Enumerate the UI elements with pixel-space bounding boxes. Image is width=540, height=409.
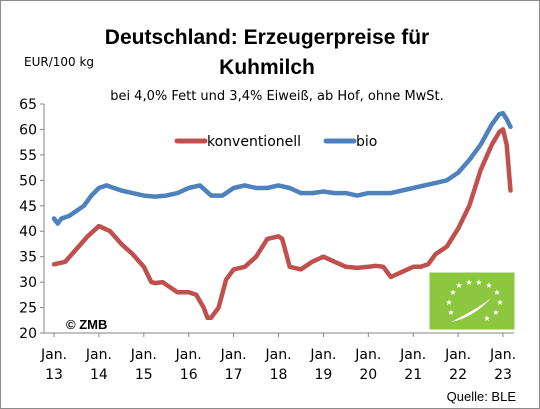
x-tick-year-label: 20 [359, 367, 377, 383]
series-lines [51, 110, 513, 320]
eu-organic-logo-star: ★ [493, 288, 500, 297]
series-line-konventionell [51, 127, 513, 320]
x-tick-year-label: 14 [90, 367, 108, 383]
eu-organic-logo-star: ★ [483, 314, 490, 323]
x-tick-month-label: Jan. [444, 347, 471, 363]
series-line-bio [51, 110, 513, 226]
x-tick-year-label: 23 [494, 367, 512, 383]
eu-organic-logo-star: ★ [455, 281, 462, 290]
x-tick-year-label: 18 [270, 367, 288, 383]
eu-organic-logo-star: ★ [449, 288, 456, 297]
eu-organic-logo-star: ★ [465, 278, 472, 287]
x-tick-year-label: 21 [404, 367, 422, 383]
eu-organic-logo-stars: ★ ★ ★ ★★★★★★★★ [445, 278, 503, 323]
eu-organic-logo-star: ★ [475, 278, 482, 287]
x-tick-month-label: Jan. [130, 347, 157, 363]
y-tick-label: 60 [19, 122, 37, 138]
legend: konventionell bio [174, 134, 377, 150]
copyright-label: © ZMB [66, 317, 107, 332]
eu-organic-logo-star: ★ [485, 281, 492, 290]
eu-organic-logo-star: ★ [496, 298, 503, 307]
x-tick-year-label: 17 [225, 367, 243, 383]
x-tick-month-label: Jan. [354, 347, 381, 363]
x-tick-year-label: 13 [45, 367, 63, 383]
x-tick-month-label: Jan. [40, 347, 67, 363]
legend-label-konventionell: konventionell [207, 134, 301, 150]
y-tick-label: 40 [19, 224, 37, 240]
chart-title-line1: Deutschland: Erzeugerpreise für [105, 26, 429, 49]
eu-organic-logo: ★ ★ ★ ★★★★★★★★ [428, 271, 516, 331]
eu-organic-logo-star: ★ [447, 308, 454, 317]
x-tick-month-label: Jan. [399, 347, 426, 363]
source-label: Quelle: BLE [447, 389, 517, 404]
chart-subtitle: bei 4,0% Fett und 3,4% Eiweiß, ab Hof, o… [110, 89, 444, 104]
x-tick-month-label: Jan. [489, 347, 516, 363]
y-tick-label: 50 [19, 173, 37, 189]
x-tick-month-label: Jan. [309, 347, 336, 363]
x-tick-month-label: Jan. [264, 347, 291, 363]
x-tick-month-label: Jan. [85, 347, 112, 363]
y-tick-label: 35 [19, 250, 37, 266]
eu-organic-logo-background [428, 271, 516, 331]
x-tick-year-label: 15 [135, 367, 153, 383]
y-axis-label: EUR/100 kg [24, 55, 94, 69]
eu-organic-logo-star: ★ [445, 298, 452, 307]
x-tick-year-label: 22 [449, 367, 467, 383]
x-tick-year-label: 16 [180, 367, 198, 383]
y-tick-label: 45 [19, 199, 37, 215]
x-tick-month-label: Jan. [220, 347, 247, 363]
y-axis-ticks: 20 25 30 35 40 45 50 55 60 65 [19, 97, 44, 342]
x-tick-month-label: Jan. [175, 347, 202, 363]
y-tick-label: 55 [19, 148, 37, 164]
y-tick-label: 25 [19, 301, 37, 317]
x-tick-year-label: 19 [314, 367, 332, 383]
eu-organic-logo-star: ★ [492, 308, 499, 317]
y-tick-label: 20 [19, 326, 37, 342]
y-tick-label: 30 [19, 275, 37, 291]
legend-label-bio: bio [356, 134, 377, 150]
chart-title-line2: Kuhmilch [219, 56, 315, 79]
y-tick-label: 65 [19, 97, 37, 113]
x-axis-ticks: Jan. 13 Jan. 14 Jan. 15 Jan. 16 Jan. 17 Jan. 18 Jan.… [40, 333, 516, 383]
